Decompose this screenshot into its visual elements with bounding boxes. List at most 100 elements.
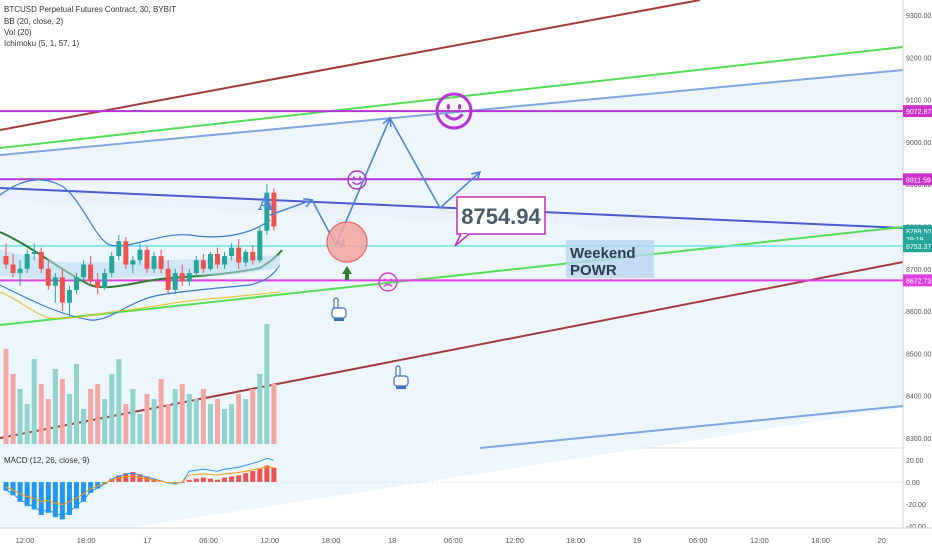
macd-hist-bar [236,475,242,482]
price-tick-label: 8700.00 [906,267,931,274]
candle-body [229,247,235,257]
price-tag-label: 8789.50 [906,229,931,236]
sad-face-icon-mouth [383,283,393,288]
candle-body [165,268,171,290]
macd-hist-bar [144,476,150,482]
candle-body [31,251,37,254]
volume-bar [193,399,199,444]
arrowhead [302,197,314,208]
macd-hist-bar [250,471,256,482]
price-tag-label: 9072.87 [906,109,931,116]
candle-body [66,289,72,303]
volume-bar [158,379,164,444]
trend-line-green-lower [0,226,904,326]
macd-hist-bar [10,482,16,496]
macd-hist-bar [66,482,72,515]
candle-body [236,247,242,263]
indicator-ichimoku[interactable]: Ichimoku (5, 1, 57, 1) [4,39,80,48]
volume-bar [3,349,9,444]
volume-bar [17,389,23,444]
arrowhead [471,170,482,181]
indicator-macd[interactable]: MACD (12, 26, close, 9) [4,456,90,465]
macd-hist-bar [74,482,79,509]
up-arrow-stem [345,274,349,280]
happy-face-small-icon-eye [359,176,361,180]
sad-face-icon-eye [384,278,386,282]
weekend-box [566,240,654,278]
candle-body [74,277,79,290]
candle-body [45,268,51,286]
candle-body [38,251,44,269]
time-tick-label: 17 [143,536,151,545]
signal-line [5,466,274,505]
volume-bar [207,404,213,444]
candle-body [109,256,115,274]
time-tick-label: 12:00 [16,536,35,545]
volume-bar [179,384,185,444]
macd-hist-bar [264,465,270,482]
macd-line [5,457,275,517]
pointing-hand-icon [331,297,347,321]
candle-body [151,256,157,269]
volume-bar [264,324,270,444]
candle-body [81,264,87,278]
price-tick-label: 8600.00 [906,309,931,316]
price-callout-pointer [454,233,470,247]
price-tick-label: 8400.00 [906,394,931,401]
trend-line-red-lower [0,261,904,439]
candle-body [130,260,136,265]
volume-bar [215,399,220,444]
candle-body [271,192,277,227]
candle-body [24,253,30,269]
macd-hist-bar [24,482,30,507]
volume-bar [151,399,157,444]
candle-body [207,253,213,269]
indicator-vol[interactable]: Vol (20) [4,28,32,37]
trend-line-green-upper [0,46,904,149]
time-tick-label: 18:00 [322,536,341,545]
time-tick-label: 18 [388,536,396,545]
time-tick-label: 18:00 [566,536,585,545]
volume-bar [38,384,44,444]
candle-body [186,273,192,282]
volume-bar [250,389,256,444]
happy-face-large-icon-eye [446,103,451,110]
indicator-bb[interactable]: BB (20, close, 2) [4,17,64,26]
volume-bar [88,389,94,444]
macd-hist-bar [3,482,9,491]
projection-path [269,116,481,247]
candle-body [59,277,65,303]
volume-bar [222,409,228,444]
bb-lower [0,264,281,321]
volume-bar [102,399,108,444]
volume-bar [130,389,136,444]
price-tick-label: 8500.00 [906,351,931,358]
volume-bar [123,404,129,444]
macd-hist-bar [229,476,235,482]
volume-bar [45,399,51,444]
volume-bar [271,384,277,444]
time-tick-label: 06:00 [689,536,708,545]
time-axis [0,528,932,550]
price-tag-label: 8672.73 [906,278,931,285]
volume-bar [59,379,65,444]
macd-hist-bar [52,482,58,518]
candle-body [179,273,185,282]
volume-bar [31,359,37,444]
price-tag [903,173,932,186]
price-tag [903,240,932,253]
candle-body [215,253,220,265]
price-tick-label: 9300.00 [906,13,931,20]
macd-hist-bar [17,482,23,502]
time-tick-label: 12:00 [505,536,524,545]
time-tick-label: 12:00 [750,536,769,545]
time-tick-label: 18:00 [811,536,830,545]
candle-body [17,268,23,274]
volume-bar [52,369,58,444]
candle-body [10,264,16,274]
macd-hist-bar [215,479,220,482]
macd-hist-bar [130,472,136,482]
candle-body [88,264,94,282]
